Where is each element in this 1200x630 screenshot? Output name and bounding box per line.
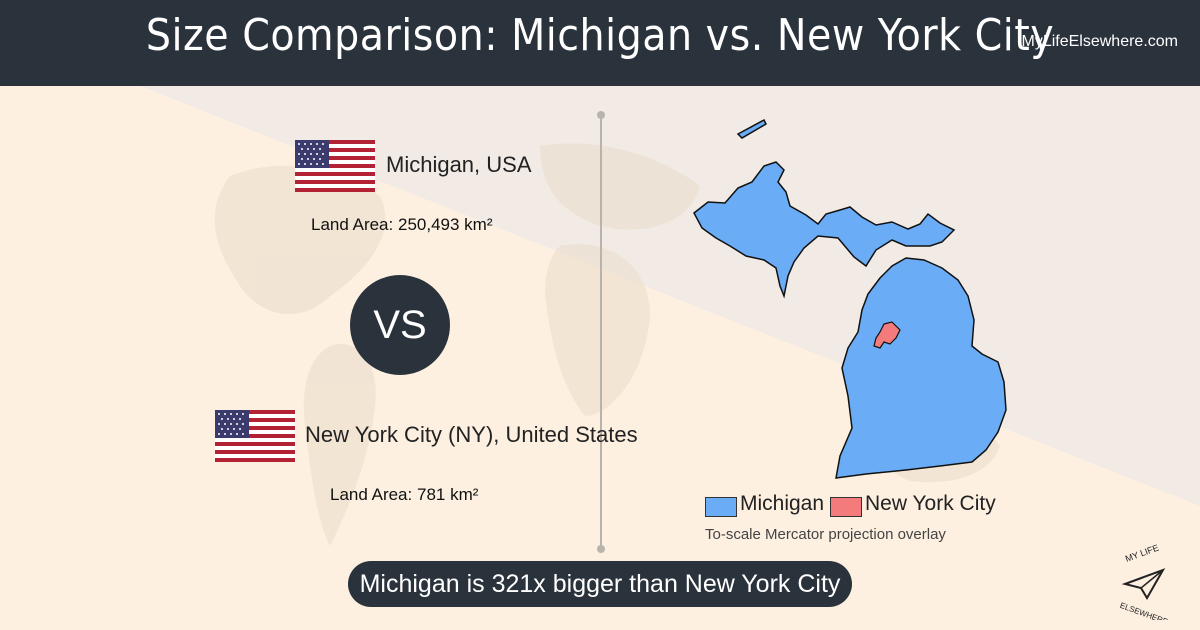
michigan-lower-peninsula — [835, 257, 1007, 479]
nyc-overlay — [873, 321, 901, 349]
legend-swatch-nyc — [830, 497, 862, 517]
page-title: Size Comparison: Michigan vs. New York C… — [145, 10, 1055, 61]
paper-plane-icon: MY LIFE ELSEWHERE — [1119, 543, 1169, 627]
us-flag-icon — [295, 140, 375, 192]
legend-label-nyc: New York City — [865, 492, 996, 515]
comparison-banner: Michigan is 321x bigger than New York Ci… — [348, 561, 852, 607]
mylifeelsewhere-logo: MY LIFE ELSEWHERE — [1103, 540, 1183, 627]
place2-area-value: 781 km² — [416, 485, 479, 504]
place1-name: Michigan, USA — [386, 152, 532, 177]
place2-area-label: Land Area: — [330, 485, 413, 504]
place2-name: New York City (NY), United States — [305, 422, 638, 447]
site-name[interactable]: MyLifeElsewhere.com — [1021, 33, 1179, 50]
legend-label-michigan: Michigan — [740, 492, 825, 515]
place1-area-value: 250,493 km² — [397, 215, 493, 234]
comparison-map — [693, 118, 1007, 479]
place1-area: Land Area: 250,493 km² — [311, 215, 492, 235]
divider-top-dot — [597, 111, 605, 119]
map-note: To-scale Mercator projection overlay — [705, 526, 946, 543]
place2-area: Land Area: 781 km² — [330, 485, 478, 505]
divider-bottom-dot — [597, 545, 605, 553]
us-flag-icon — [215, 410, 295, 462]
logo-text-bottom: ELSEWHERE — [1119, 601, 1169, 620]
center-divider — [600, 115, 602, 551]
michigan-upper-peninsula — [693, 161, 956, 299]
header-bar: Size Comparison: Michigan vs. New York C… — [0, 0, 1200, 86]
logo-text-top: MY LIFE — [1124, 543, 1160, 564]
michigan-island — [736, 118, 767, 139]
vs-badge: VS — [350, 275, 450, 375]
place1-area-label: Land Area: — [311, 215, 394, 234]
legend-swatch-michigan — [705, 497, 737, 517]
